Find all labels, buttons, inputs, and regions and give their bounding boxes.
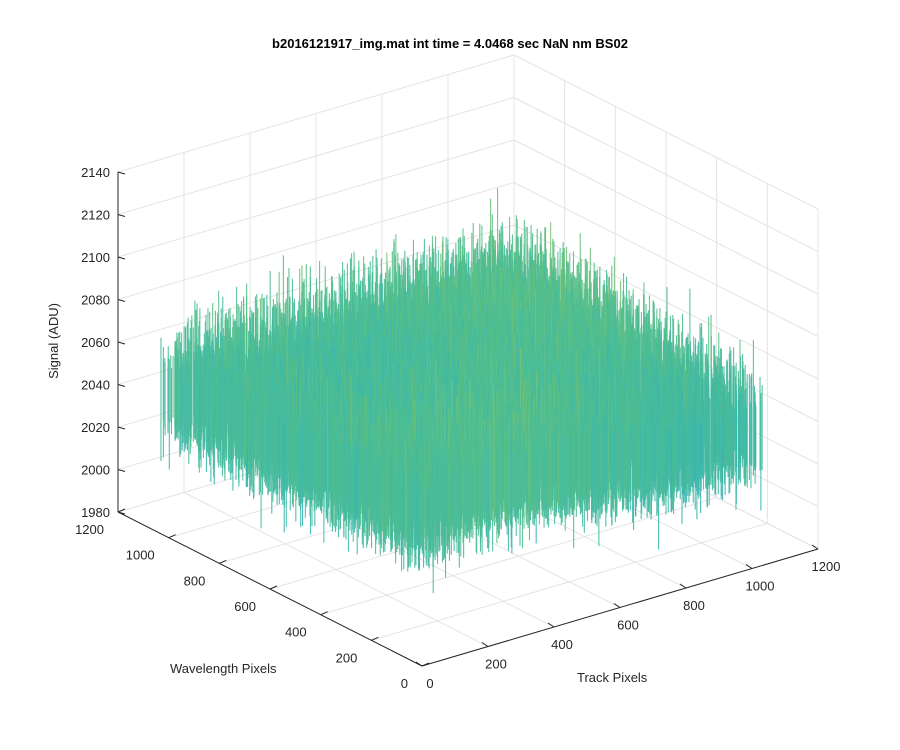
side-wall-grid-line (513, 182, 819, 337)
back-wall-grid-line (117, 139, 515, 258)
surface-mesh (160, 187, 763, 594)
side-wall-grid-line (513, 54, 819, 210)
back-wall-grid-line (117, 182, 515, 300)
side-wall-grid-line (513, 97, 819, 252)
floor-grid-line (371, 522, 768, 641)
back-wall-grid-line (117, 54, 515, 173)
back-wall-grid-line (117, 97, 515, 215)
side-wall-grid-line (513, 139, 819, 295)
